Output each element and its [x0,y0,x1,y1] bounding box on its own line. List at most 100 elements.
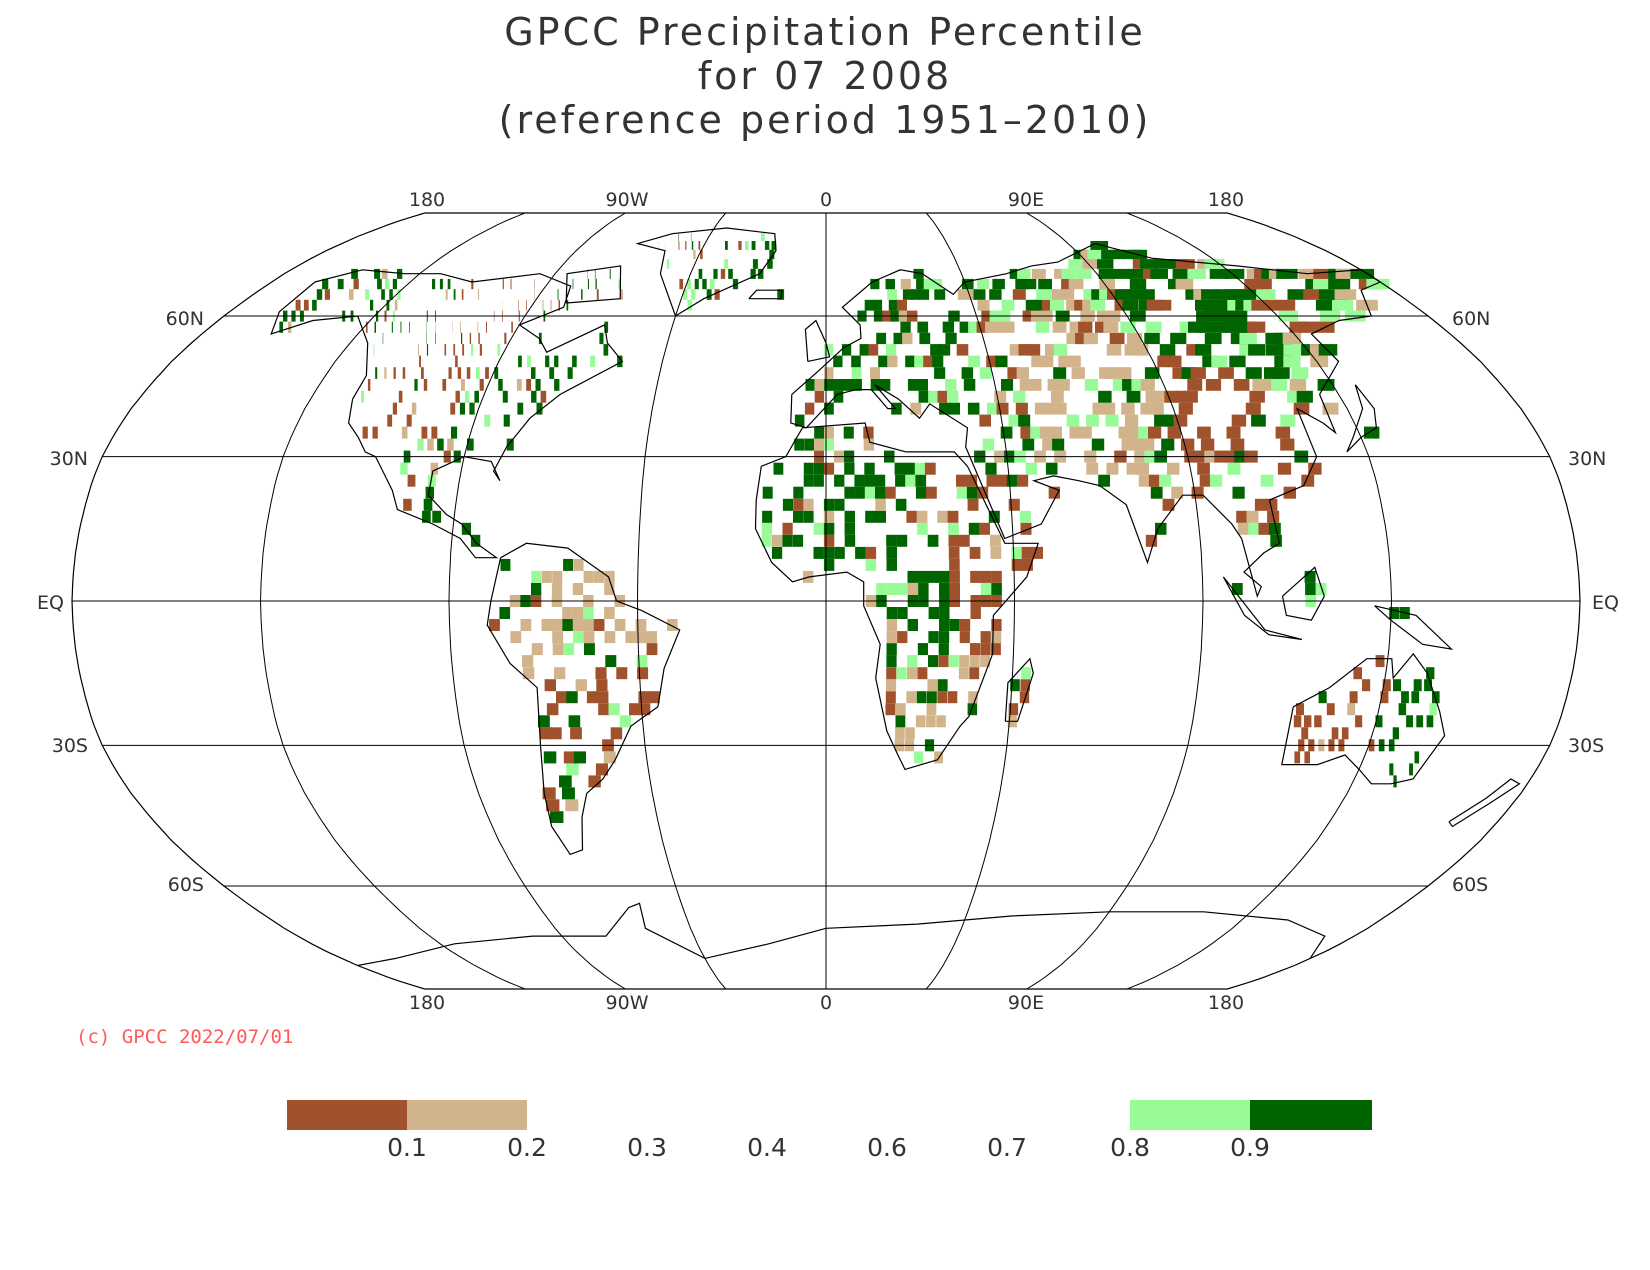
precip-cell-very_wet [549,367,555,379]
precip-cell-dry [1125,414,1139,427]
precip-cell-very_wet [989,289,1002,300]
precip-cell-very_dry [865,546,877,559]
precip-cell-very_wet [945,332,957,345]
precip-cell-very_wet [948,402,960,415]
precip-cell-very_wet [563,558,574,571]
precip-cell-very_dry [1078,321,1093,333]
precip-cell-wet [761,522,772,535]
precip-cell-very_wet [813,546,824,559]
precip-cell-very_dry [947,691,958,704]
precip-cell-dry [910,402,922,415]
precip-cell-very_wet [1010,679,1020,692]
precip-cell-dry [522,667,535,680]
precip-cell-very_wet [782,534,793,547]
precip-cell-dry [1079,426,1092,439]
precip-cell-dry [916,510,928,523]
precip-cell-very_wet [498,379,503,391]
precip-cell-dry [1334,289,1357,300]
precip-cell-very_wet [557,289,559,300]
precip-cell-very_dry [1172,367,1188,379]
precip-cell-dry [1092,402,1106,415]
precip-cell-very_wet [351,268,358,279]
precip-cell-wet [977,278,990,290]
precip-cell-wet [813,522,824,535]
precip-cell-very_dry [1301,727,1309,740]
precip-cell-dry [614,619,626,631]
precip-cell-very_dry [885,691,896,704]
precip-cell-very_wet [915,486,927,499]
precip-cell-wet [1159,474,1172,487]
outline-new-zealand [1448,778,1521,828]
precip-cell-dry [968,691,978,704]
precip-cell-very_dry [947,510,959,523]
precip-cell-dry [1171,486,1184,499]
precip-cell-wet [876,583,887,595]
precip-cell-very_dry [1230,438,1245,451]
precip-cell-very_dry [1157,355,1173,368]
precip-cell-very_dry [868,344,879,356]
precip-cell-very_wet [599,332,604,345]
precip-cell-very_dry [1021,546,1033,559]
precip-cell-dry [1086,462,1099,475]
precip-cell-very_dry [595,667,607,680]
precip-cell-very_dry [1197,462,1210,475]
precip-cell-very_wet [499,607,511,619]
precip-cell-very_dry [295,299,301,311]
precip-cell-very_dry [570,727,582,740]
precip-cell-very_dry [1259,299,1279,311]
precip-cell-very_wet [518,355,522,368]
precip-cell-wet [1315,583,1327,595]
precip-cell-very_wet [891,402,902,415]
precip-cell-dry [990,546,1002,559]
outline-africa [754,422,1040,771]
precip-cell-dry [552,643,564,656]
precip-cell-very_wet [885,278,895,290]
precip-cell-very_dry [393,367,396,379]
precip-cell-very_dry [1200,438,1215,451]
precip-cell-very_wet [531,583,542,595]
meridian--135 [259,212,526,990]
precip-cell-very_dry [1164,390,1179,403]
precip-cell-wet [687,299,693,311]
precip-cell-very_wet [769,249,775,260]
precip-cell-dry [550,299,552,311]
precip-cell-very_dry [1148,474,1161,487]
precip-cell-very_wet [771,241,777,250]
precip-cell-wet [1030,426,1043,439]
precip-cell-very_wet [425,486,434,499]
precip-cell-very_wet [603,344,609,356]
precip-cell-dry [625,631,637,644]
precip-cell-very_dry [1349,691,1358,704]
precip-cell-very_wet [1108,249,1126,260]
precip-cell-very_dry [976,321,989,333]
precip-cell-very_wet [494,367,499,379]
precip-cell-very_wet [1273,367,1290,379]
precip-cell-very_dry [407,474,416,487]
precip-cell-very_dry [969,546,981,559]
precip-cell-very_wet [536,402,543,415]
precip-cell-very_wet [1144,367,1160,379]
precip-cell-very_wet [973,289,986,300]
precip-cell-wet [497,344,501,356]
precip-cell-very_wet [447,278,451,290]
precip-cell-dry [1099,278,1115,290]
precip-cell-dry [522,655,534,668]
precip-cell-wet [608,703,620,716]
precip-cell-very_wet [1144,332,1160,345]
precip-cell-very_dry [303,299,309,311]
precip-cell-very_wet [793,486,804,499]
precip-cell-very_dry [1016,474,1029,487]
precip-cell-very_dry [1186,344,1203,356]
precip-cell-very_wet [1155,522,1167,535]
precip-cell-dry [430,462,439,475]
precip-cell-wet [1025,462,1038,475]
precip-cell-very_dry [478,332,480,345]
precip-cell-wet [1011,546,1023,559]
precip-cell-dry [288,321,292,333]
precip-cell-wet [1050,299,1064,311]
outline-antarctica [357,902,1326,967]
precip-cell-very_dry [1308,462,1322,475]
precip-cell-very_wet [279,321,283,333]
precip-cell-very_dry [1178,402,1193,415]
precip-cell-wet [687,278,691,290]
